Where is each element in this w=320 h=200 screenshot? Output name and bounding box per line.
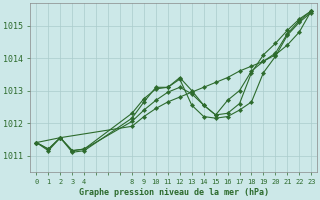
X-axis label: Graphe pression niveau de la mer (hPa): Graphe pression niveau de la mer (hPa) xyxy=(79,188,269,197)
